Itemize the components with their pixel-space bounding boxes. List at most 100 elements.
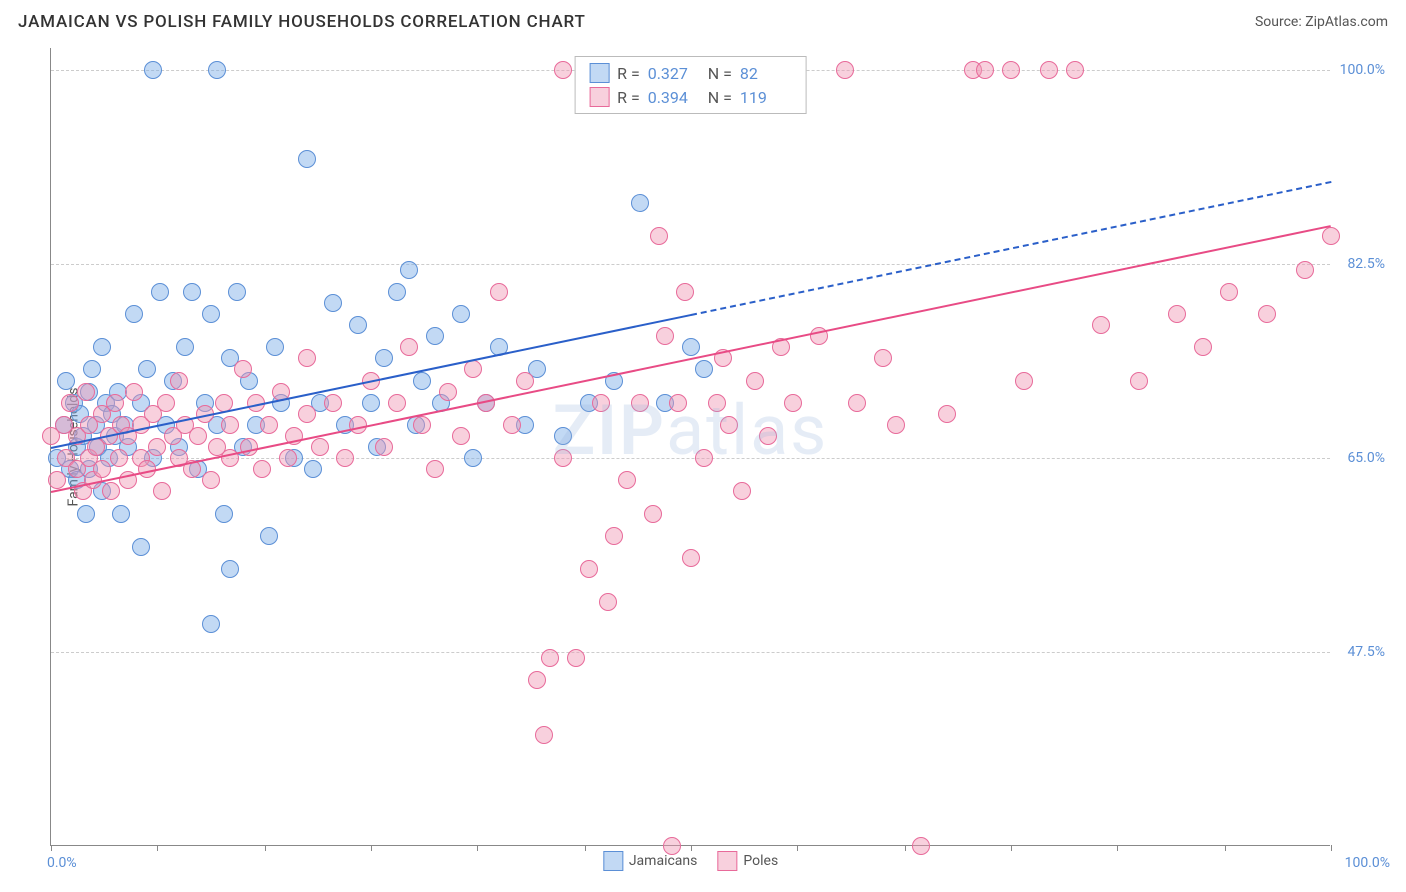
data-point xyxy=(304,460,322,478)
data-point xyxy=(260,416,278,434)
data-point xyxy=(1194,338,1212,356)
data-point xyxy=(375,349,393,367)
data-point xyxy=(887,416,905,434)
x-tick xyxy=(1117,845,1118,851)
gridline xyxy=(51,652,1330,653)
data-point xyxy=(452,305,470,323)
data-point xyxy=(125,383,143,401)
x-tick xyxy=(1011,845,1012,851)
data-point xyxy=(132,538,150,556)
legend-label-jamaicans: Jamaicans xyxy=(629,853,698,869)
data-point xyxy=(535,726,553,744)
data-point xyxy=(375,438,393,456)
data-point xyxy=(631,394,649,412)
data-point xyxy=(1296,261,1314,279)
data-point xyxy=(202,471,220,489)
x-tick xyxy=(265,845,266,851)
data-point xyxy=(151,283,169,301)
data-point xyxy=(426,460,444,478)
r-label: R = xyxy=(617,64,640,83)
data-point xyxy=(1002,61,1020,79)
data-point xyxy=(311,438,329,456)
data-point xyxy=(202,305,220,323)
data-point xyxy=(176,338,194,356)
correlation-legend: R = 0.327 N = 82 R = 0.394 N = 119 xyxy=(574,56,807,114)
data-point xyxy=(234,360,252,378)
source-prefix: Source: xyxy=(1255,14,1305,30)
y-tick-label: 65.0% xyxy=(1347,450,1385,466)
data-point xyxy=(102,482,120,500)
data-point xyxy=(1322,227,1340,245)
data-point xyxy=(228,283,246,301)
x-axis-min-label: 0.0% xyxy=(47,855,77,871)
data-point xyxy=(183,283,201,301)
swatch-poles-icon xyxy=(589,87,609,107)
data-point xyxy=(1092,316,1110,334)
data-point xyxy=(1220,283,1238,301)
data-point xyxy=(605,527,623,545)
x-tick xyxy=(371,845,372,851)
r-label: R = xyxy=(617,88,640,107)
data-point xyxy=(784,394,802,412)
data-point xyxy=(554,427,572,445)
data-point xyxy=(426,327,444,345)
data-point xyxy=(592,394,610,412)
data-point xyxy=(912,837,930,855)
data-point xyxy=(720,416,738,434)
data-point xyxy=(349,316,367,334)
data-point xyxy=(93,338,111,356)
data-point xyxy=(388,283,406,301)
data-point xyxy=(388,394,406,412)
y-tick-label: 82.5% xyxy=(1347,256,1385,272)
data-point xyxy=(298,150,316,168)
data-point xyxy=(541,649,559,667)
data-point xyxy=(170,372,188,390)
source-attribution: Source: ZipAtlas.com xyxy=(1255,14,1388,30)
data-point xyxy=(669,394,687,412)
data-point xyxy=(695,360,713,378)
data-point xyxy=(189,427,207,445)
data-point xyxy=(1168,305,1186,323)
data-point xyxy=(599,593,617,611)
data-point xyxy=(208,61,226,79)
data-point xyxy=(644,505,662,523)
data-point xyxy=(400,261,418,279)
data-point xyxy=(733,482,751,500)
data-point xyxy=(682,338,700,356)
data-point xyxy=(452,427,470,445)
data-point xyxy=(400,338,418,356)
data-point xyxy=(148,438,166,456)
data-point xyxy=(1258,305,1276,323)
data-point xyxy=(746,372,764,390)
r-value-poles: 0.394 xyxy=(648,88,700,107)
data-point xyxy=(1066,61,1084,79)
data-point xyxy=(516,372,534,390)
chart-title: JAMAICAN VS POLISH FAMILY HOUSEHOLDS COR… xyxy=(18,12,586,32)
data-point xyxy=(938,405,956,423)
n-value-jamaicans: 82 xyxy=(740,64,792,83)
swatch-jamaicans-icon xyxy=(603,851,623,871)
data-point xyxy=(83,360,101,378)
source-name: ZipAtlas.com xyxy=(1305,14,1388,30)
data-point xyxy=(93,460,111,478)
data-point xyxy=(554,61,572,79)
x-tick xyxy=(905,845,906,851)
series-legend: Jamaicans Poles xyxy=(603,851,778,871)
data-point xyxy=(874,349,892,367)
data-point xyxy=(554,449,572,467)
data-point xyxy=(413,416,431,434)
data-point xyxy=(298,405,316,423)
data-point xyxy=(138,360,156,378)
data-point xyxy=(125,305,143,323)
data-point xyxy=(157,394,175,412)
data-point xyxy=(580,560,598,578)
data-point xyxy=(656,327,674,345)
data-point xyxy=(490,283,508,301)
data-point xyxy=(464,360,482,378)
chart-area: Family Households ZIPatlas R = 0.327 N =… xyxy=(50,48,1390,846)
data-point xyxy=(324,294,342,312)
data-point xyxy=(336,449,354,467)
scatter-plot: ZIPatlas R = 0.327 N = 82 R = 0.394 N = … xyxy=(50,48,1330,846)
data-point xyxy=(650,227,668,245)
r-value-jamaicans: 0.327 xyxy=(648,64,700,83)
